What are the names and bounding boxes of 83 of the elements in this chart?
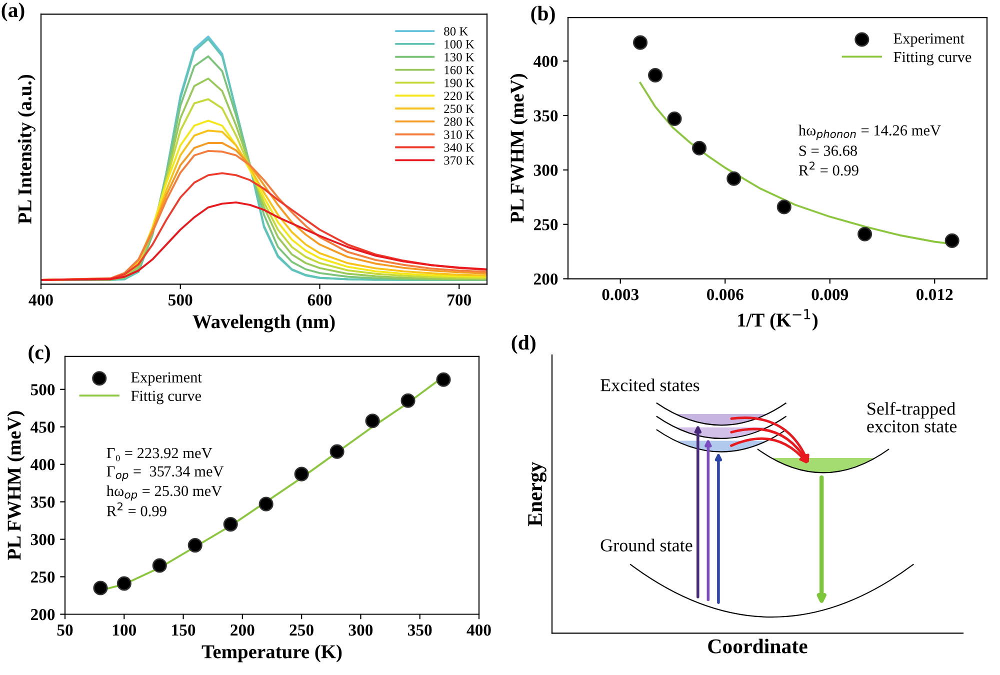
- annotation: R$^{2}$ = 0.99: [798, 162, 858, 176]
- x-tick-label: 100: [112, 624, 136, 636]
- x-tick-label: 500: [168, 294, 192, 306]
- point: [223, 517, 238, 532]
- legend-label: 80 K: [444, 27, 468, 36]
- x-tick-label: 0.009: [812, 288, 848, 300]
- legend-label: 280 K: [444, 117, 474, 126]
- point: [330, 444, 344, 459]
- point: [726, 171, 742, 186]
- point: [632, 35, 648, 50]
- y-axis-title: PL Intensity (a.u.): [18, 74, 36, 224]
- x-tick-label: 50: [57, 624, 73, 636]
- x-tick-label: 0.006: [707, 288, 744, 300]
- y-tick-label: 400: [534, 56, 558, 68]
- annotation: R$^{2}$ = 0.99: [106, 502, 166, 516]
- x-tick-label: 200: [230, 624, 254, 636]
- chart-title: (a): [2, 2, 24, 22]
- x-tick-label: 0.003: [602, 288, 639, 300]
- y-tick-label: 200: [30, 608, 55, 620]
- legend-label: 100 K: [444, 40, 474, 48]
- legend-label: Fitting curve: [894, 52, 972, 66]
- legend-label: 130 K: [444, 52, 474, 62]
- legend-label: 190 K: [444, 78, 474, 88]
- legend-label: 370 K: [444, 156, 474, 165]
- point: [93, 580, 108, 596]
- annotation: S = 36.68: [799, 146, 857, 156]
- text: Self-trapped exciton state: [867, 402, 957, 432]
- x-tick-label: 700: [448, 294, 471, 306]
- y-tick-label: 300: [30, 534, 55, 546]
- y-tick-label: 250: [534, 219, 558, 230]
- annotation: hω$_{op}$ = 25.30 meV: [106, 485, 222, 501]
- x-tick-label: 350: [408, 624, 432, 636]
- point: [258, 496, 274, 512]
- text: Coordinate: [708, 638, 808, 654]
- y-axis-title: PL FWHM (meV): [510, 74, 528, 223]
- annotation: Γ$_{op}$ = 357.34 meV: [106, 466, 224, 482]
- x-tick-label: 0.012: [916, 288, 953, 300]
- legend-label: Experiment: [131, 372, 202, 386]
- point: [400, 393, 416, 408]
- x-tick-label: 400: [466, 624, 491, 636]
- point: [776, 200, 792, 214]
- x-tick-label: 300: [348, 624, 373, 636]
- x-axis-title: Temperature (K): [202, 644, 342, 662]
- annotation: hω$_{phonon}$ = 14.26 meV: [798, 124, 941, 140]
- point: [294, 466, 309, 482]
- text: Excited states: [600, 378, 700, 392]
- legend-label: 160 K: [444, 66, 474, 74]
- point: [858, 226, 872, 242]
- legend-label: Experiment: [894, 33, 964, 47]
- legend-label: Fittig curve: [131, 390, 202, 404]
- y-axis-title: PL FWHM (meV): [7, 411, 25, 560]
- y-tick-label: 200: [534, 273, 558, 285]
- legend-label: 250 K: [444, 104, 474, 114]
- point: [692, 140, 707, 156]
- point: [667, 111, 682, 126]
- y-tick-label: 350: [534, 110, 558, 122]
- legend-label: 310 K: [444, 130, 474, 139]
- x-axis-title: 1/T (K$^{−1}$): [738, 309, 818, 331]
- text: Energy: [528, 462, 546, 526]
- y-tick-label: 500: [30, 384, 55, 396]
- point: [152, 558, 167, 573]
- x-axis-title: Wavelength (nm): [192, 314, 335, 332]
- y-tick-label: 450: [30, 422, 55, 433]
- point: [436, 372, 451, 387]
- text: Ground state: [600, 538, 692, 552]
- point: [116, 576, 132, 591]
- x-tick-label: 250: [290, 624, 314, 636]
- point: [648, 68, 663, 83]
- annotation: Γ₀ = 223.92 meV: [106, 448, 212, 462]
- y-tick-label: 250: [30, 571, 55, 583]
- x-tick-label: 150: [172, 624, 196, 636]
- legend-label: 340 K: [444, 143, 474, 152]
- point: [944, 233, 960, 248]
- point: [188, 538, 202, 553]
- y-tick-label: 300: [534, 164, 558, 176]
- point: [365, 414, 380, 428]
- chart-title: (c): [28, 344, 50, 364]
- y-tick-label: 400: [30, 459, 55, 470]
- text: (d): [512, 335, 536, 354]
- x-tick-label: 600: [308, 294, 332, 306]
- legend-label: 220 K: [444, 92, 474, 100]
- y-tick-label: 350: [30, 496, 55, 508]
- chart-title: (b): [531, 6, 555, 25]
